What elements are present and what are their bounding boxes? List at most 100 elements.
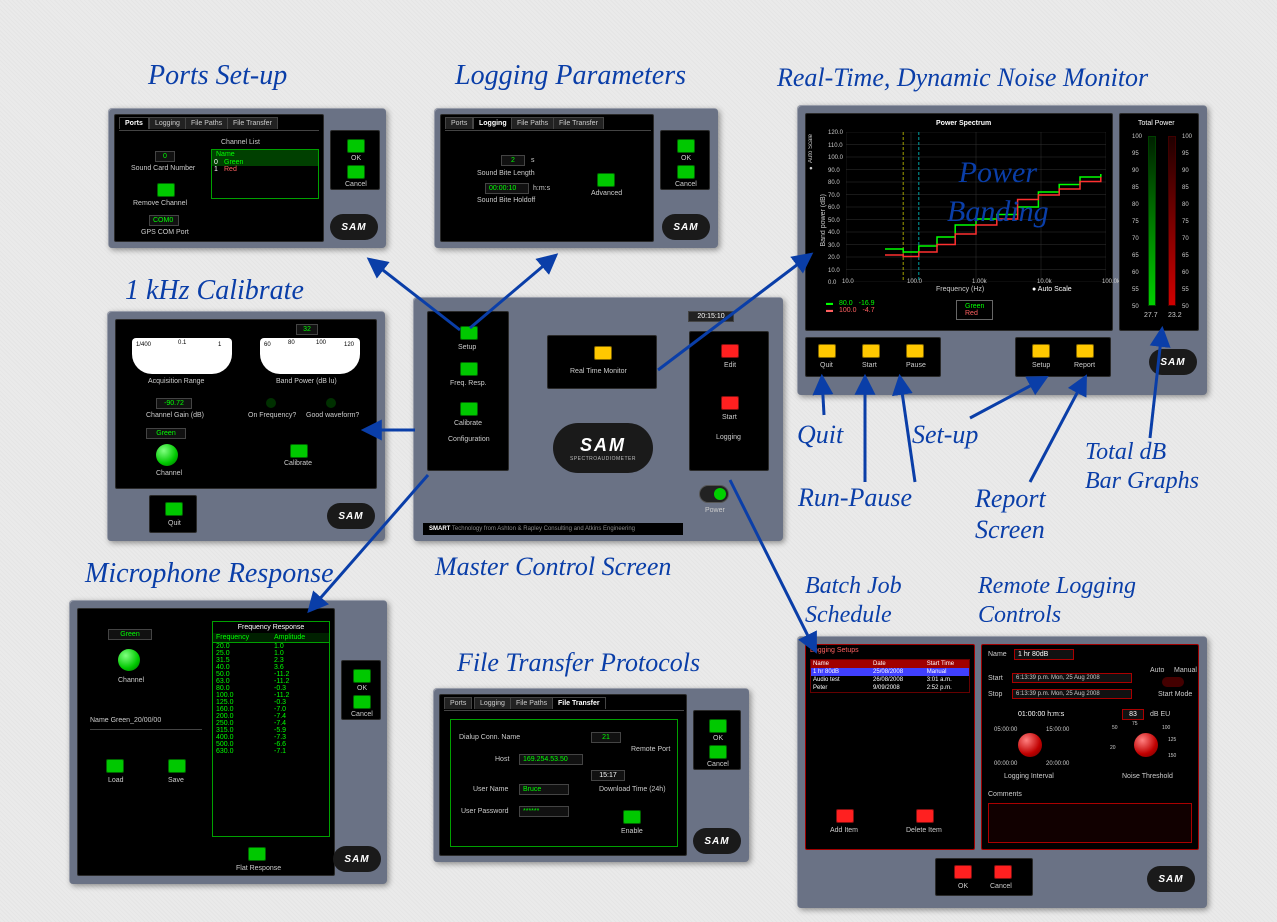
freq-response-table: Frequency Response FrequencyAmplitude 20… <box>212 621 330 837</box>
ok-button[interactable] <box>347 139 365 153</box>
calibrate-panel: 32 1/400 0.1 1 60 80 100 120 Acquisition… <box>107 311 385 541</box>
start-time[interactable]: 6:13:39 p.m. Mon, 25 Aug 2008 <box>1012 673 1132 683</box>
username-field[interactable]: Bruce <box>519 784 569 795</box>
channel-knob[interactable] <box>156 444 178 466</box>
bar-green <box>1148 136 1156 306</box>
add-item-button[interactable] <box>836 809 854 823</box>
power-button[interactable] <box>699 485 729 503</box>
scale-val[interactable]: 32 <box>296 324 318 335</box>
on-freq-led <box>266 398 276 408</box>
tab-filepaths[interactable]: File Paths <box>510 697 553 709</box>
cancel-button[interactable] <box>994 865 1012 879</box>
sam-logo: SAM <box>330 214 378 240</box>
logging-interval-knob[interactable] <box>1018 733 1042 757</box>
tab-filepaths[interactable]: File Paths <box>185 117 228 129</box>
enable-button[interactable] <box>623 810 641 824</box>
download-time[interactable]: 15:17 <box>591 770 625 781</box>
sound-card-num[interactable]: 0 <box>155 151 175 162</box>
label-1khz: 1 kHz Calibrate <box>125 275 304 307</box>
start-mode-toggle[interactable] <box>1162 677 1184 687</box>
cancel-button[interactable] <box>677 165 695 179</box>
cancel-button[interactable] <box>709 745 727 759</box>
start-button[interactable] <box>721 396 739 410</box>
label-report-screen: Report Screen <box>975 483 1046 545</box>
chart-title: Power Spectrum <box>936 120 991 127</box>
sam-logo: SAM <box>327 503 375 529</box>
ok-button[interactable] <box>677 139 695 153</box>
tab-ports[interactable]: Ports <box>119 117 149 129</box>
noise-threshold-knob[interactable] <box>1134 733 1158 757</box>
ports-panel: Ports Logging File Paths File Transfer C… <box>108 108 386 248</box>
report-button[interactable] <box>1076 344 1094 358</box>
tab-logging[interactable]: Logging <box>473 117 513 129</box>
cancel-button[interactable] <box>347 165 365 179</box>
label-batch-job: Batch Job Schedule <box>805 572 902 630</box>
edit-button[interactable] <box>721 344 739 358</box>
ok-button[interactable] <box>353 669 371 683</box>
ok-button[interactable] <box>954 865 972 879</box>
password-field[interactable]: ****** <box>519 806 569 817</box>
calibrate-button[interactable] <box>460 402 478 416</box>
stop-time[interactable]: 6:13:39 p.m. Mon, 25 Aug 2008 <box>1012 689 1132 699</box>
setup-button[interactable] <box>460 326 478 340</box>
label-logging-params: Logging Parameters <box>455 60 686 92</box>
remove-channel-button[interactable] <box>157 183 175 197</box>
save-button[interactable] <box>168 759 186 773</box>
auto-scale-y[interactable]: ● Auto Scale <box>808 134 814 171</box>
col-name: Name <box>212 150 318 159</box>
host-field[interactable]: 169.254.53.50 <box>519 754 583 765</box>
flat-response-button[interactable] <box>248 847 266 861</box>
gps-com-port[interactable]: COM0 <box>149 215 179 226</box>
advanced-button[interactable] <box>597 173 615 187</box>
tab-filetransfer[interactable]: File Transfer <box>227 117 278 129</box>
tab-filetransfer[interactable]: File Transfer <box>552 697 606 709</box>
file-transfer-panel: Ports Logging File Paths File Transfer D… <box>433 688 749 862</box>
power-banding-label: Power Banding <box>947 153 1049 231</box>
tab-filetransfer[interactable]: File Transfer <box>553 117 604 129</box>
channel-gain[interactable]: -90.72 <box>156 398 192 409</box>
sam-logo: SAM <box>662 214 710 240</box>
mic-channel-knob[interactable] <box>118 649 140 671</box>
label-master: Master Control Screen <box>435 552 671 582</box>
conn-port[interactable]: 21 <box>591 732 621 743</box>
sam-logo: SAM <box>693 828 741 854</box>
batch-name[interactable]: 1 hr 80dB <box>1014 649 1074 660</box>
rtm-button[interactable] <box>594 346 612 360</box>
channel-list-label: Channel List <box>221 139 260 146</box>
calibrate-button[interactable] <box>290 444 308 458</box>
sam-logo: SAM <box>333 846 381 872</box>
tab-logging[interactable]: Logging <box>474 697 511 709</box>
mic-channel[interactable]: Green <box>108 629 152 640</box>
comments-field[interactable] <box>988 803 1192 843</box>
label-total-db: Total dB Bar Graphs <box>1085 438 1199 496</box>
sam-logo: SAM <box>1149 349 1197 375</box>
tab-ports[interactable]: Ports <box>444 697 472 709</box>
cancel-button[interactable] <box>353 695 371 709</box>
ok-button[interactable] <box>709 719 727 733</box>
load-button[interactable] <box>106 759 124 773</box>
batch-remote-panel: Logging Setups Name Date Start Time 1 hr… <box>797 636 1207 908</box>
footer: SMART SMART Technology from Ashton & Rap… <box>423 523 683 535</box>
noise-threshold-val[interactable]: 83 <box>1122 709 1144 720</box>
label-run-pause: Run-Pause <box>798 483 912 513</box>
start-button[interactable] <box>862 344 880 358</box>
power-spectrum-panel: Power Spectrum ● Auto Scale Band power (… <box>797 105 1207 395</box>
mic-panel: Green Channel Name Green_20/00/00 Load S… <box>69 600 387 884</box>
soundbite-holdoff[interactable]: 00:00:10 <box>485 183 529 194</box>
master-panel: 20:15:10 Setup Freq. Resp. Calibrate Con… <box>413 297 783 541</box>
quit-button[interactable] <box>165 502 183 516</box>
tab-ports[interactable]: Ports <box>445 117 473 129</box>
time-display: 20:15:10 <box>688 311 734 322</box>
tab-filepaths[interactable]: File Paths <box>511 117 554 129</box>
setup-button[interactable] <box>1032 344 1050 358</box>
quit-button[interactable] <box>818 344 836 358</box>
soundbite-length[interactable]: 2 <box>501 155 525 166</box>
auto-scale-x[interactable]: ● Auto Scale <box>1032 286 1072 293</box>
channel-select[interactable]: Green <box>146 428 186 439</box>
delete-item-button[interactable] <box>916 809 934 823</box>
label-remote-logging: Remote Logging Controls <box>978 572 1136 630</box>
freq-resp-button[interactable] <box>460 362 478 376</box>
tab-logging[interactable]: Logging <box>149 117 186 129</box>
pause-button[interactable] <box>906 344 924 358</box>
remove-channel-label: Remove Channel <box>133 200 187 207</box>
